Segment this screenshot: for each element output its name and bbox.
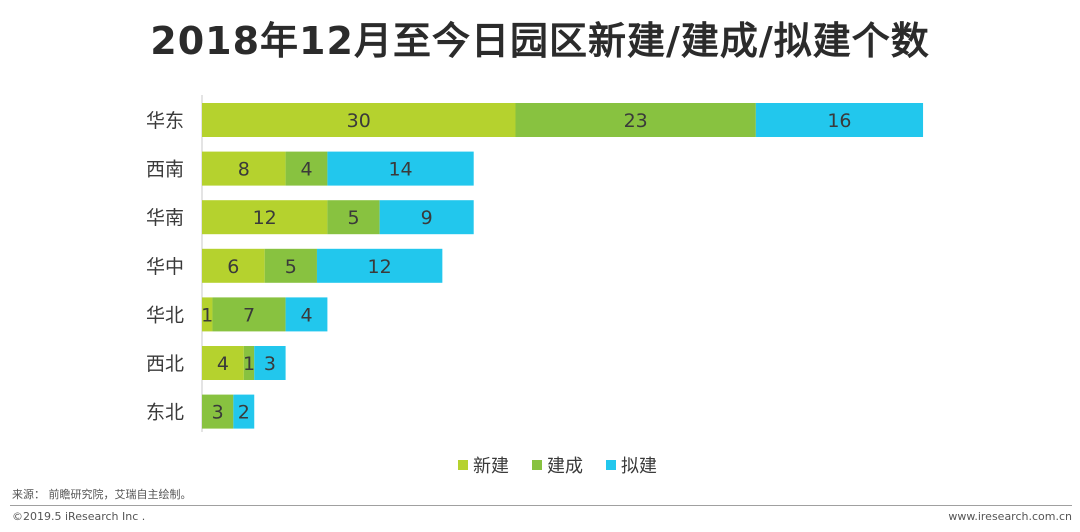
data-label: 6 xyxy=(227,256,239,278)
bar-segment xyxy=(327,200,380,235)
bar-segment xyxy=(202,248,265,283)
legend-label: 新建 xyxy=(473,456,509,477)
bar-segment xyxy=(254,346,286,380)
data-label: 2 xyxy=(238,402,250,424)
bar-segment xyxy=(264,248,317,283)
copyright-text: ©2019.5 iResearch Inc . xyxy=(12,510,146,523)
bar-segment xyxy=(233,394,255,429)
bar-segment xyxy=(243,346,255,380)
bar-segment xyxy=(379,200,474,235)
legend-swatch xyxy=(458,460,468,470)
data-label: 12 xyxy=(368,256,392,278)
legend: 新建 建成 拟建 xyxy=(458,456,657,477)
data-label: 12 xyxy=(253,207,277,229)
category-label: 西北 xyxy=(146,353,184,375)
data-label: 9 xyxy=(421,207,433,229)
data-label: 1 xyxy=(201,304,213,326)
data-label: 1 xyxy=(243,353,255,375)
bar-segment xyxy=(202,151,286,186)
legend-label: 建成 xyxy=(547,456,583,477)
footer-divider xyxy=(10,505,1072,506)
data-label: 5 xyxy=(285,256,297,278)
chart-title: 2018年12月至今日园区新建/建成/拟建个数 xyxy=(150,19,930,63)
data-label: 3 xyxy=(264,353,276,375)
data-label: 16 xyxy=(827,110,851,132)
bar-segment xyxy=(202,297,213,332)
data-label: 7 xyxy=(243,304,255,326)
data-label: 23 xyxy=(624,110,648,132)
category-label: 华东 xyxy=(146,110,184,132)
category-label: 华中 xyxy=(146,256,184,278)
data-label: 4 xyxy=(300,159,312,181)
data-label: 14 xyxy=(388,159,412,181)
bar-segment xyxy=(285,151,328,186)
data-label: 3 xyxy=(212,402,224,424)
bar-segment xyxy=(515,103,756,137)
legend-label: 拟建 xyxy=(621,456,657,477)
bar-segment xyxy=(202,103,516,137)
bar-segment xyxy=(212,297,286,332)
legend-swatch xyxy=(606,460,616,470)
data-label: 30 xyxy=(347,110,371,132)
bar-segment xyxy=(285,297,328,332)
category-label: 东北 xyxy=(146,402,184,424)
category-label: 西南 xyxy=(146,159,184,181)
bar-segment xyxy=(202,200,328,235)
legend-swatch xyxy=(532,460,542,470)
data-label: 8 xyxy=(238,159,250,181)
website-link[interactable]: www.iresearch.com.cn xyxy=(948,510,1072,523)
bar-segment xyxy=(327,151,474,186)
bar-segment xyxy=(316,248,443,283)
data-label: 5 xyxy=(347,207,359,229)
bar-segment xyxy=(202,394,234,429)
category-label: 华北 xyxy=(146,304,184,326)
data-label: 4 xyxy=(300,304,312,326)
bar-segment xyxy=(755,103,924,137)
data-label: 4 xyxy=(217,353,229,375)
bar-segment xyxy=(202,346,244,380)
source-note: 来源： 前瞻研究院，艾瑞自主绘制。 xyxy=(12,488,192,501)
category-label: 华南 xyxy=(146,207,184,229)
